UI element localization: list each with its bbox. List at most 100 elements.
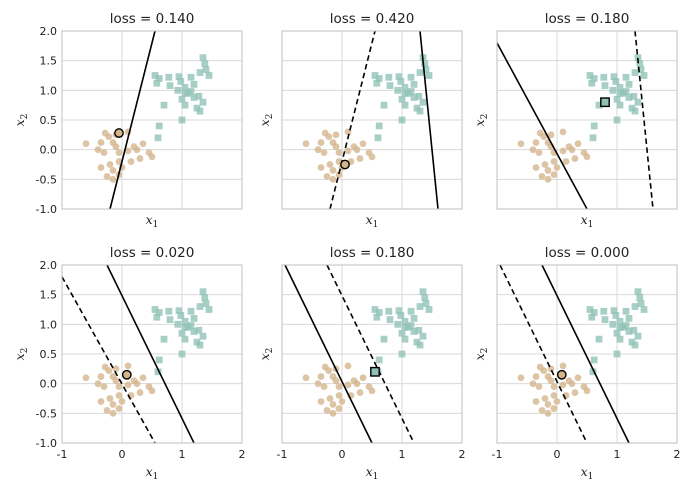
data-point-square — [616, 83, 624, 91]
data-point-circle — [553, 164, 561, 171]
data-point-square — [202, 300, 210, 307]
data-point-square — [630, 92, 638, 100]
data-point-square — [419, 332, 427, 340]
data-point-circle — [571, 389, 579, 396]
data-point-circle — [335, 392, 343, 399]
data-point-square — [153, 79, 161, 87]
data-point-circle — [335, 405, 343, 412]
y-tick-label: 0.0 — [40, 378, 58, 391]
y-tick-label: -0.5 — [36, 407, 57, 420]
data-point-circle — [332, 131, 340, 139]
data-point-square — [375, 75, 383, 82]
highlighted-point-square — [600, 97, 610, 108]
data-point-square — [181, 317, 189, 325]
y-axis-label: x2 — [472, 114, 490, 127]
data-point-circle — [148, 387, 156, 395]
data-point-square — [595, 335, 603, 343]
data-point-square — [425, 306, 433, 313]
data-point-circle — [335, 171, 343, 178]
y-tick-label: -0.5 — [36, 173, 57, 186]
data-point-square — [166, 316, 174, 323]
data-point-square — [196, 303, 204, 310]
data-point-circle — [82, 374, 90, 382]
data-point-square — [600, 307, 608, 315]
data-point-square — [371, 306, 379, 313]
y-tick-label: -1.0 — [36, 437, 57, 450]
data-point-circle — [541, 161, 549, 168]
data-point-circle — [127, 158, 135, 165]
data-point-circle — [538, 172, 546, 180]
data-point-square — [201, 60, 209, 68]
x-tick-label: -1 — [277, 448, 288, 461]
data-point-circle — [317, 139, 325, 146]
data-point-circle — [133, 380, 141, 388]
subplot-title: loss = 0.140 — [110, 11, 195, 27]
data-point-circle — [553, 398, 561, 405]
data-point-square — [401, 317, 409, 325]
data-point-square — [181, 101, 189, 109]
data-point-circle — [574, 374, 582, 382]
data-point-square — [589, 134, 597, 142]
data-point-circle — [325, 367, 333, 375]
data-point-circle — [550, 171, 558, 178]
data-point-square — [631, 107, 639, 115]
data-point-square — [634, 98, 642, 106]
plot-frame — [496, 264, 678, 444]
data-point-circle — [344, 362, 352, 370]
data-point-square — [610, 73, 618, 81]
data-point-square — [385, 307, 393, 315]
data-point-circle — [550, 392, 558, 399]
data-point-square — [165, 307, 173, 315]
x-axis-label: x1 — [146, 212, 159, 230]
data-point-circle — [302, 374, 310, 382]
data-point-square — [380, 101, 388, 109]
subplot-title: loss = 0.180 — [330, 245, 415, 261]
data-point-circle — [344, 147, 352, 155]
data-point-square — [190, 81, 198, 88]
data-point-square — [373, 313, 381, 321]
data-point-square — [178, 329, 186, 337]
data-point-square — [407, 307, 415, 315]
data-point-square — [386, 316, 394, 323]
data-point-circle — [338, 398, 346, 405]
data-point-circle — [538, 406, 546, 414]
data-point-square — [634, 54, 642, 62]
data-point-circle — [550, 158, 558, 165]
data-point-circle — [314, 146, 322, 154]
subplot-title: loss = 0.020 — [110, 245, 195, 261]
data-point-square — [407, 73, 415, 81]
decision-line-solid — [109, 30, 156, 210]
data-point-square — [371, 72, 379, 79]
data-point-square — [196, 69, 204, 76]
data-point-square — [397, 78, 405, 85]
data-point-circle — [559, 381, 567, 389]
data-point-square — [625, 81, 633, 88]
data-point-circle — [356, 155, 364, 162]
data-point-square — [625, 94, 633, 101]
data-point-square — [205, 306, 213, 313]
data-point-square — [601, 316, 609, 323]
data-point-circle — [571, 155, 579, 162]
data-point-circle — [368, 387, 376, 395]
data-point-square — [199, 54, 207, 62]
data-point-square — [187, 73, 195, 81]
data-point-circle — [517, 374, 525, 382]
data-point-circle — [314, 380, 322, 388]
data-point-square — [160, 335, 168, 343]
data-point-square — [201, 294, 209, 302]
highlighted-point-circle — [114, 128, 124, 138]
data-point-square — [199, 332, 207, 340]
data-point-square — [190, 94, 198, 101]
x-tick-label: 0 — [554, 448, 561, 461]
subplot-6: loss = 0.000 -1 0 1 2 x1 x2 — [472, 245, 681, 482]
data-point-square — [199, 288, 207, 296]
data-point-circle — [529, 146, 537, 154]
data-point-circle — [97, 373, 105, 380]
data-point-square — [586, 72, 594, 79]
data-point-circle — [323, 172, 331, 180]
data-point-square — [187, 88, 195, 95]
data-point-circle — [103, 406, 111, 414]
data-point-square — [595, 101, 603, 109]
data-point-square — [631, 303, 639, 310]
